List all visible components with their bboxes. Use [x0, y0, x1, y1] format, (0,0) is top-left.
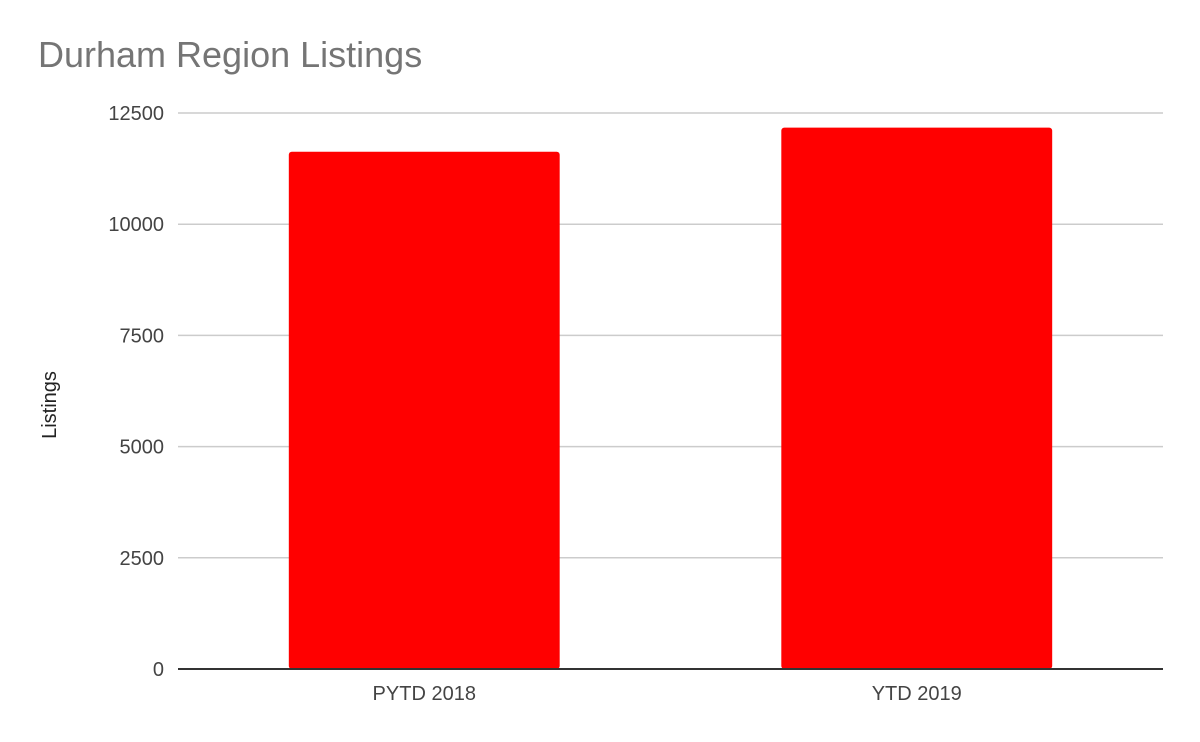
bars	[288, 127, 1053, 669]
chart-title: Durham Region Listings	[38, 34, 423, 75]
y-tick-label: 12500	[108, 103, 164, 125]
x-tick-label: PYTD 2018	[373, 683, 476, 705]
y-tick-label: 0	[153, 659, 164, 681]
bar-ytd-2019	[781, 127, 1053, 669]
y-tick-label: 2500	[120, 548, 165, 570]
bar-pytd-2018	[288, 151, 560, 669]
axes: 0 2500 5000 7500 10000 12500 PYTD 2018 YTD 2019	[108, 103, 1163, 705]
y-axis-title: Listings	[39, 371, 61, 439]
y-tick-label: 10000	[108, 214, 164, 236]
x-tick-label: YTD 2019	[872, 683, 962, 705]
y-tick-label: 7500	[120, 325, 165, 347]
y-tick-label: 5000	[120, 437, 165, 459]
